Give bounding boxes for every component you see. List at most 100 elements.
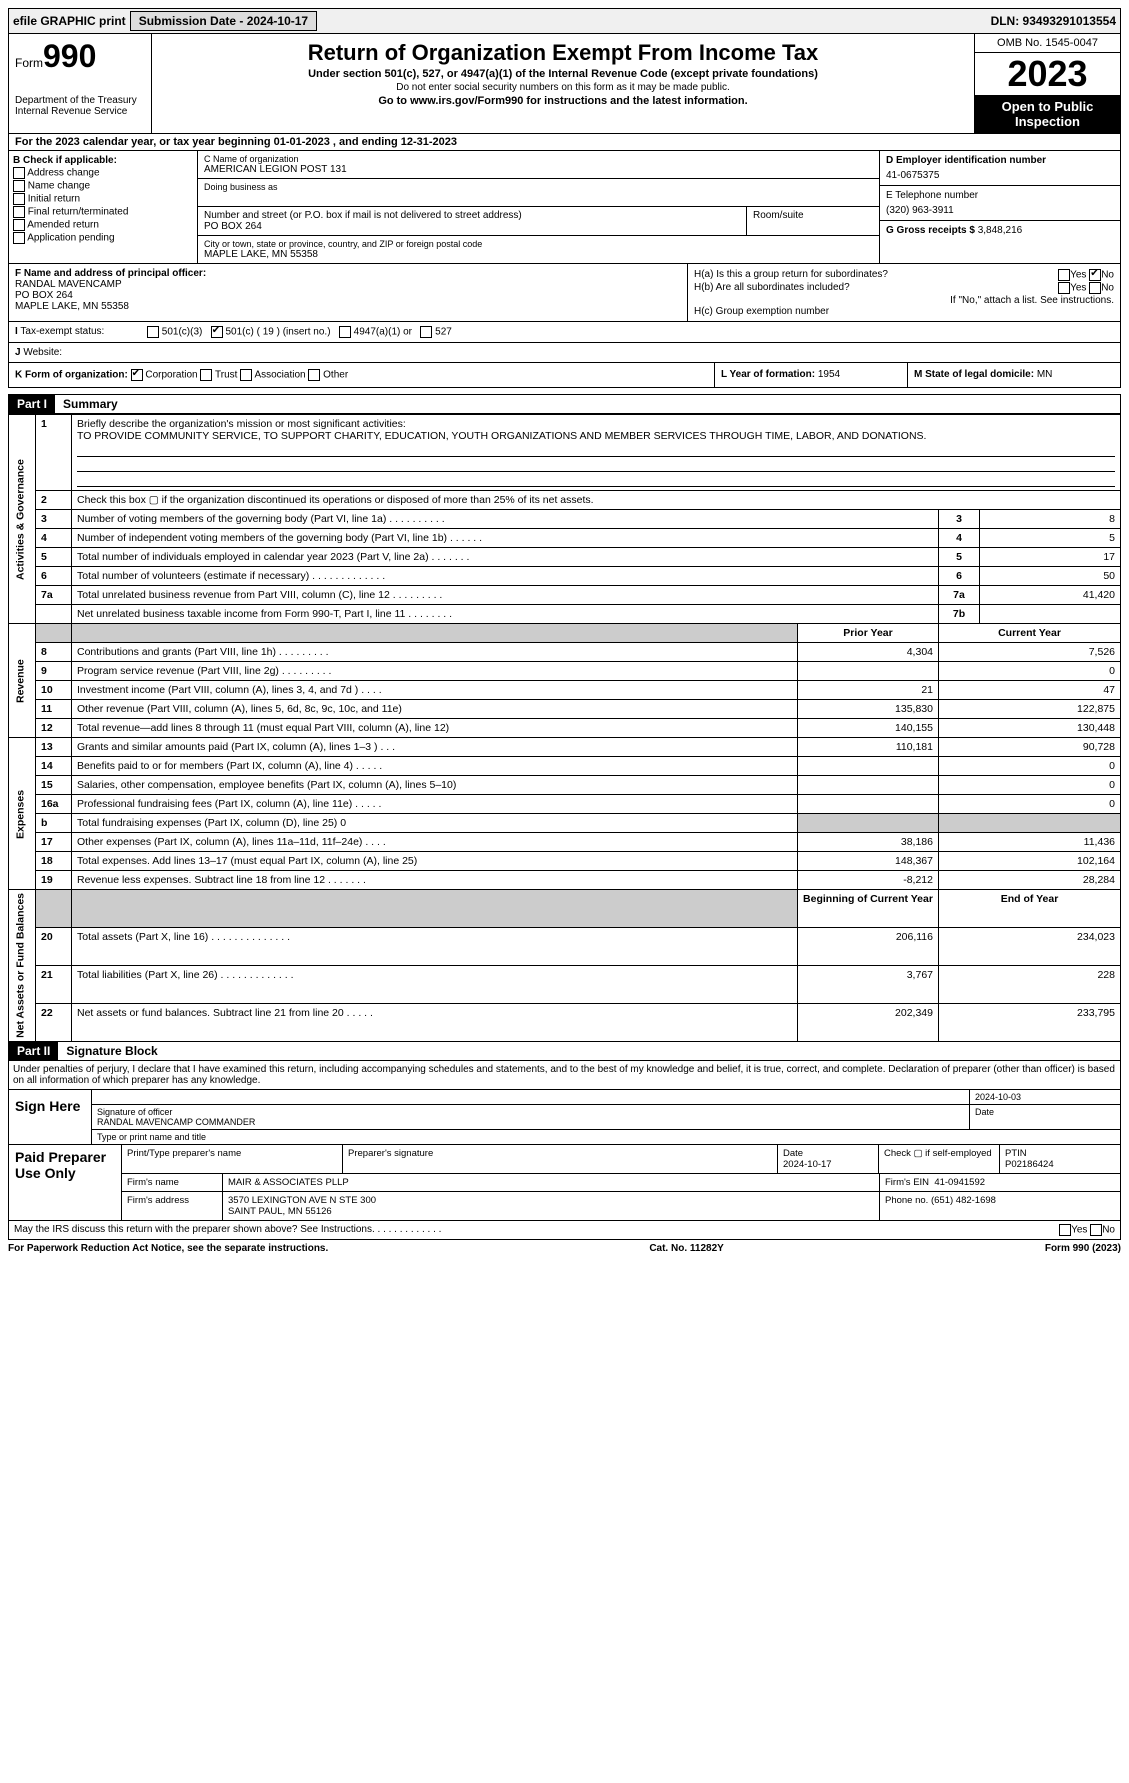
line-12: Total revenue—add lines 8 through 11 (mu… [72, 719, 798, 738]
cb-association[interactable] [240, 369, 252, 381]
line-17: Other expenses (Part IX, column (A), lin… [72, 833, 798, 852]
mission-text: TO PROVIDE COMMUNITY SERVICE, TO SUPPORT… [77, 430, 926, 442]
vlabel-expenses: Expenses [9, 738, 36, 890]
cb-initial-return[interactable]: Initial return [13, 193, 193, 205]
line-7b: Net unrelated business taxable income fr… [72, 605, 939, 624]
ein: 41-0675375 [886, 170, 1114, 181]
footer-mid: Cat. No. 11282Y [649, 1243, 723, 1254]
section-a: For the 2023 calendar year, or tax year … [8, 134, 1121, 151]
net-22-p: 202,349 [798, 1003, 939, 1041]
form-header: Form990 Department of the Treasury Inter… [8, 34, 1121, 134]
cb-amended-return[interactable]: Amended return [13, 219, 193, 231]
rev-11-p: 135,830 [798, 700, 939, 719]
header-right: OMB No. 1545-0047 2023 Open to Public In… [974, 34, 1120, 133]
city: MAPLE LAKE, MN 55358 [204, 249, 873, 260]
net-21-c: 228 [939, 965, 1121, 1003]
part-ii-title: Signature Block [58, 1042, 165, 1060]
e-label: E Telephone number [886, 190, 1114, 201]
c-name-label: C Name of organization [204, 154, 873, 164]
footer-right: Form 990 (2023) [1045, 1243, 1121, 1254]
rev-8-p: 4,304 [798, 643, 939, 662]
i-label: Tax-exempt status: [20, 326, 104, 337]
year-formation: 1954 [818, 369, 840, 380]
j-label: Website: [23, 347, 62, 358]
rev-11-c: 122,875 [939, 700, 1121, 719]
phone: (320) 963-3911 [886, 205, 1114, 216]
firm-phone: (651) 482-1698 [931, 1195, 996, 1206]
l-section: L Year of formation: 1954 [714, 363, 907, 387]
form-label: Form [15, 56, 43, 70]
rev-10-p: 21 [798, 681, 939, 700]
exp-15-c: 0 [939, 776, 1121, 795]
firm-name-label: Firm's name [122, 1174, 223, 1191]
mission-q: Briefly describe the organization's miss… [77, 418, 406, 430]
prep-date: 2024-10-17 [783, 1159, 832, 1170]
vlabel-governance: Activities & Governance [9, 415, 36, 624]
val-5: 17 [980, 548, 1121, 567]
footer: For Paperwork Reduction Act Notice, see … [8, 1240, 1121, 1257]
domicile: MN [1037, 369, 1053, 380]
exp-18-p: 148,367 [798, 852, 939, 871]
i-options[interactable]: 501(c)(3) 501(c) ( 19 ) (insert no.) 494… [141, 322, 1120, 342]
exp-19-p: -8,212 [798, 871, 939, 890]
type-print-label: Type or print name and title [92, 1130, 1120, 1144]
line-6: Total number of volunteers (estimate if … [72, 567, 939, 586]
exp-17-p: 38,186 [798, 833, 939, 852]
cb-other[interactable] [308, 369, 320, 381]
exp-13-p: 110,181 [798, 738, 939, 757]
val-4: 5 [980, 529, 1121, 548]
mission-cell: Briefly describe the organization's miss… [72, 415, 1121, 491]
cb-application-pending[interactable]: Application pending [13, 232, 193, 244]
hc-label: H(c) Group exemption number [694, 306, 1114, 317]
part-i-header: Part I Summary [8, 394, 1121, 414]
line-10: Investment income (Part VIII, column (A)… [72, 681, 798, 700]
m-section: M State of legal domicile: MN [907, 363, 1120, 387]
hdr-end: End of Year [939, 890, 1121, 928]
ha-checkboxes[interactable]: Yes No [1058, 269, 1114, 281]
discuss-text: May the IRS discuss this return with the… [14, 1224, 441, 1236]
gross-receipts: 3,848,216 [978, 225, 1023, 236]
cb-name-change[interactable]: Name change [13, 180, 193, 192]
rev-9-p [798, 662, 939, 681]
self-employed-label: Check ▢ if self-employed [879, 1145, 1000, 1173]
rev-8-c: 7,526 [939, 643, 1121, 662]
line-13: Grants and similar amounts paid (Part IX… [72, 738, 798, 757]
rev-9-c: 0 [939, 662, 1121, 681]
vlabel-revenue: Revenue [9, 624, 36, 738]
summary-table: Activities & Governance 1 Briefly descri… [8, 414, 1121, 1042]
tax-year: 2023 [975, 53, 1120, 95]
net-20-c: 234,023 [939, 927, 1121, 965]
omb-number: OMB No. 1545-0047 [975, 34, 1120, 53]
k-section: K Form of organization: Corporation Trus… [9, 363, 714, 387]
cb-corporation[interactable] [131, 369, 143, 381]
form-title: Return of Organization Exempt From Incom… [160, 40, 966, 66]
preparer-sig-label: Preparer's signature [343, 1145, 778, 1173]
addr: PO BOX 264 [204, 221, 740, 232]
cb-address-change[interactable]: Address change [13, 167, 193, 179]
cb-final-return[interactable]: Final return/terminated [13, 206, 193, 218]
exp-16a-p [798, 795, 939, 814]
officer-addr: PO BOX 264 [15, 290, 73, 301]
col-c: C Name of organization AMERICAN LEGION P… [198, 151, 879, 263]
exp-17-c: 11,436 [939, 833, 1121, 852]
form-number: 990 [43, 38, 96, 74]
hb-checkboxes[interactable]: Yes No [1058, 282, 1114, 294]
hb-label: H(b) Are all subordinates included? [694, 282, 850, 294]
subtitle-1: Under section 501(c), 527, or 4947(a)(1)… [160, 68, 966, 80]
net-20-p: 206,116 [798, 927, 939, 965]
part-i-tag: Part I [9, 395, 55, 413]
discuss-checkboxes[interactable]: Yes No [1059, 1224, 1115, 1236]
firm-addr1: 3570 LEXINGTON AVE N STE 300 [228, 1195, 376, 1206]
dln: DLN: 93493291013554 [991, 14, 1116, 28]
dept-line2: Internal Revenue Service [15, 106, 145, 117]
ha-label: H(a) Is this a group return for subordin… [694, 269, 888, 281]
line-5: Total number of individuals employed in … [72, 548, 939, 567]
officer-city: MAPLE LAKE, MN 55358 [15, 301, 129, 312]
dba-label: Doing business as [204, 182, 873, 192]
rev-12-p: 140,155 [798, 719, 939, 738]
firm-addr2: SAINT PAUL, MN 55126 [228, 1206, 332, 1217]
line-3: Number of voting members of the governin… [72, 510, 939, 529]
exp-13-c: 90,728 [939, 738, 1121, 757]
line-4: Number of independent voting members of … [72, 529, 939, 548]
cb-trust[interactable] [200, 369, 212, 381]
